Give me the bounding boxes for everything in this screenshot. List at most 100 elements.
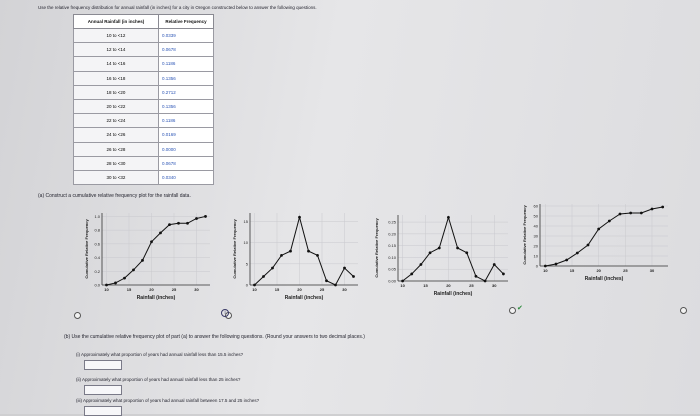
data-point: [298, 215, 301, 219]
checkmark-icon: ✔: [517, 305, 523, 312]
table-row: 12 to <14 0.0678: [73, 42, 214, 58]
graph-option-3-radio[interactable]: [509, 307, 516, 314]
graph-option-4: 60 50 40 30 20 10 0 10 15 20 25 30 Rainfall (inches)…: [520, 198, 680, 308]
relative-frequency-value: 0.0000: [158, 141, 214, 157]
x-tick-label: 25: [172, 287, 177, 292]
data-point: [428, 251, 432, 255]
x-tick-label: 30: [650, 268, 655, 273]
y-tick-label: 20: [534, 244, 539, 249]
data-point: [150, 240, 153, 244]
y-tick-label: 0.25: [388, 220, 397, 225]
x-tick-label: 15: [275, 287, 280, 292]
data-point: [168, 223, 171, 227]
answer-input-ii[interactable]: [84, 385, 122, 395]
graph-option-4-radio[interactable]: [680, 307, 687, 314]
table-row: 20 to <22 0.1356: [73, 98, 214, 115]
data-point: [629, 211, 633, 215]
x-tick-label: 20: [446, 283, 451, 288]
x-tick-label: 15: [127, 287, 132, 292]
info-icon[interactable]: i: [221, 309, 229, 317]
part-b-text: (b) Use the cumulative relative frequenc…: [64, 334, 365, 340]
answer-input-i[interactable]: [84, 360, 122, 370]
rainfall-interval: 10 to <12: [73, 27, 159, 44]
relative-frequency-value: 0.0678: [158, 155, 214, 171]
rainfall-interval: 16 to <18: [73, 70, 159, 86]
data-point: [114, 281, 117, 285]
relative-frequency-value: 0.1356: [158, 70, 214, 86]
data-point: [618, 212, 622, 216]
data-point: [554, 262, 558, 266]
data-point: [352, 275, 355, 278]
data-point: [586, 243, 590, 247]
data-point: [447, 215, 450, 219]
y-tick-label: 0: [536, 264, 539, 269]
graph-option-2: 15 10 5 0 10 15 20 25 30 Rainfall (inches) Cumulat…: [230, 205, 370, 315]
table-row: 28 to <30 0.0678: [73, 155, 214, 171]
data-point: [325, 279, 328, 283]
rainfall-interval: 22 to <24: [73, 113, 159, 129]
answer-input-iii[interactable]: [84, 406, 122, 416]
table-row: 14 to <16 0.1186: [73, 56, 214, 72]
frequency-table: Annual Rainfall (in inches) Relative Fre…: [73, 14, 214, 186]
relative-frequency-value: 0.0678: [158, 42, 214, 58]
relative-frequency-value: 0.1186: [158, 56, 214, 72]
data-point: [401, 279, 404, 283]
series-line: [106, 215, 206, 286]
rainfall-interval: 12 to <14: [73, 42, 159, 58]
y-axis-label: Cumulative Relative Frequency: [522, 205, 527, 265]
data-point: [661, 205, 665, 209]
data-point: [483, 279, 487, 283]
x-tick-label: 15: [570, 268, 575, 273]
data-point: [177, 221, 180, 225]
y-tick-label: 0: [246, 283, 249, 288]
x-tick-label: 20: [596, 268, 601, 273]
table-row: 30 to <32 0.0340: [73, 169, 214, 186]
part-a-text: (a) Construct a cumulative relative freq…: [38, 193, 191, 199]
table-header-rainfall: Annual Rainfall (in inches): [73, 14, 159, 29]
y-tick-label: 50: [534, 214, 539, 219]
question-ii: (ii) Approximately what proportion of ye…: [76, 377, 241, 382]
data-point: [456, 246, 459, 250]
x-axis-label: Rainfall (inches): [585, 276, 624, 282]
graph-option-3: 0.25 0.20 0.15 0.10 0.05 0.00 10 15 20 25 30 Rainfa…: [372, 205, 517, 315]
series-line: [545, 206, 663, 267]
data-point: [650, 207, 654, 211]
rainfall-interval: 20 to <22: [73, 98, 159, 115]
y-tick-label: 30: [534, 234, 539, 239]
y-tick-label: 0.8: [94, 228, 100, 233]
data-point: [410, 272, 414, 276]
data-point: [502, 272, 505, 276]
y-tick-label: 0.20: [388, 231, 397, 236]
y-axis-label: Cumulative Relative Frequency: [232, 219, 237, 279]
y-axis-label: Cumulative Relative Frequency: [374, 218, 379, 278]
x-tick-label: 25: [623, 268, 628, 273]
y-tick-label: 60: [534, 204, 539, 209]
graph-option-1-radio[interactable]: [74, 312, 81, 319]
y-tick-label: 10: [534, 254, 539, 259]
data-point: [543, 264, 547, 268]
series-line: [402, 215, 504, 282]
table-row: 10 to <12 0.0339: [73, 27, 214, 44]
table-row: 18 to <20 0.2712: [73, 84, 214, 100]
y-tick-label: 0.2: [94, 269, 100, 274]
question-iii: (iii) Approximately what proportion of y…: [76, 398, 260, 403]
x-tick-label: 20: [149, 287, 154, 292]
relative-frequency-value: 0.1186: [158, 113, 214, 129]
y-tick-label: 0.0: [94, 283, 100, 288]
series-line: [254, 215, 354, 286]
data-point: [316, 253, 319, 257]
x-axis-label: Rainfall (inches): [137, 295, 176, 301]
data-point: [141, 258, 144, 262]
data-point: [159, 231, 162, 235]
rainfall-interval: 26 to <28: [73, 141, 159, 157]
y-tick-label: 15: [244, 219, 249, 224]
table-row: 26 to <28 0.0000: [73, 141, 214, 157]
data-point: [271, 266, 274, 270]
rainfall-interval: 14 to <16: [73, 56, 159, 72]
data-point: [334, 283, 337, 287]
x-tick-label: 30: [492, 283, 497, 288]
data-point: [204, 215, 207, 218]
table-header-relfreq: Relative Frequency: [158, 14, 214, 29]
